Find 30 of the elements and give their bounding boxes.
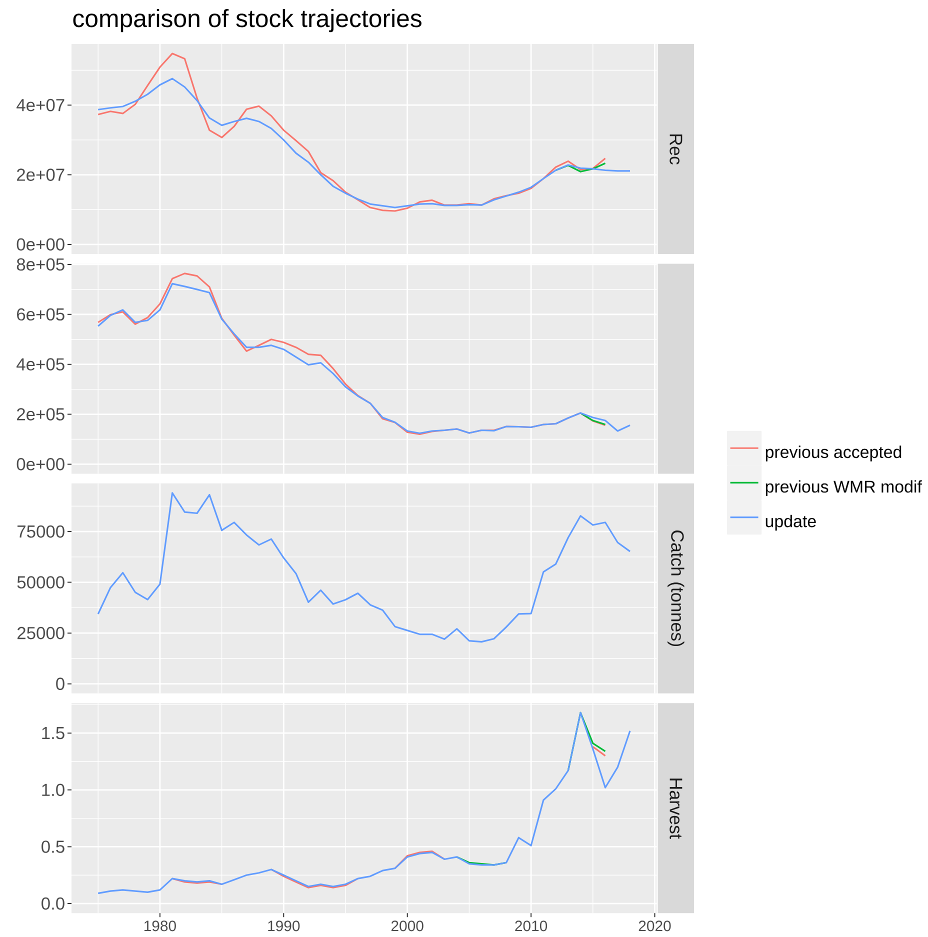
- y-tick-label: 4e+07: [16, 98, 64, 112]
- y2-axis-title: Catch (tonnes): [668, 530, 684, 646]
- y-tick-label: 4e+05: [16, 358, 64, 370]
- legend-label: update: [766, 514, 816, 531]
- x-tick-label: 2000: [391, 920, 424, 932]
- y-tick-label: 2e+07: [17, 168, 64, 181]
- y-tick-label: 8e+05: [16, 258, 64, 271]
- line-series: [97, 52, 606, 212]
- y-tick-label: 1.5: [42, 727, 64, 740]
- y-tick-label: 0e+00: [16, 238, 64, 251]
- chart-title: comparison of stock trajectories: [73, 8, 422, 32]
- line-series: [97, 492, 631, 643]
- y-tick-label: 0: [56, 678, 64, 690]
- x-tick-label: 1990: [268, 920, 300, 932]
- y2-axis-title: Rec: [670, 134, 682, 164]
- legend-label: previous WMR modif: [766, 480, 922, 496]
- y-tick-label: 0.0: [42, 897, 64, 910]
- y2-axis-title: Harvest: [670, 778, 682, 839]
- y-tick-label: 25000: [17, 626, 64, 640]
- x-tick-label: 1980: [144, 920, 176, 932]
- x-tick-label: 2020: [638, 920, 671, 932]
- y-tick-label: 50000: [17, 576, 64, 588]
- x-tick-label: 2010: [515, 920, 548, 932]
- y-tick-label: 0e+00: [16, 458, 64, 470]
- y-tick-label: 6e+05: [17, 308, 64, 321]
- y-tick-label: 2e+05: [17, 408, 64, 420]
- y-tick-label: 0.5: [42, 840, 64, 853]
- legend-label: previous accepted: [766, 446, 902, 462]
- y-tick-label: 1.0: [42, 784, 64, 796]
- y-tick-label: 75000: [18, 525, 64, 538]
